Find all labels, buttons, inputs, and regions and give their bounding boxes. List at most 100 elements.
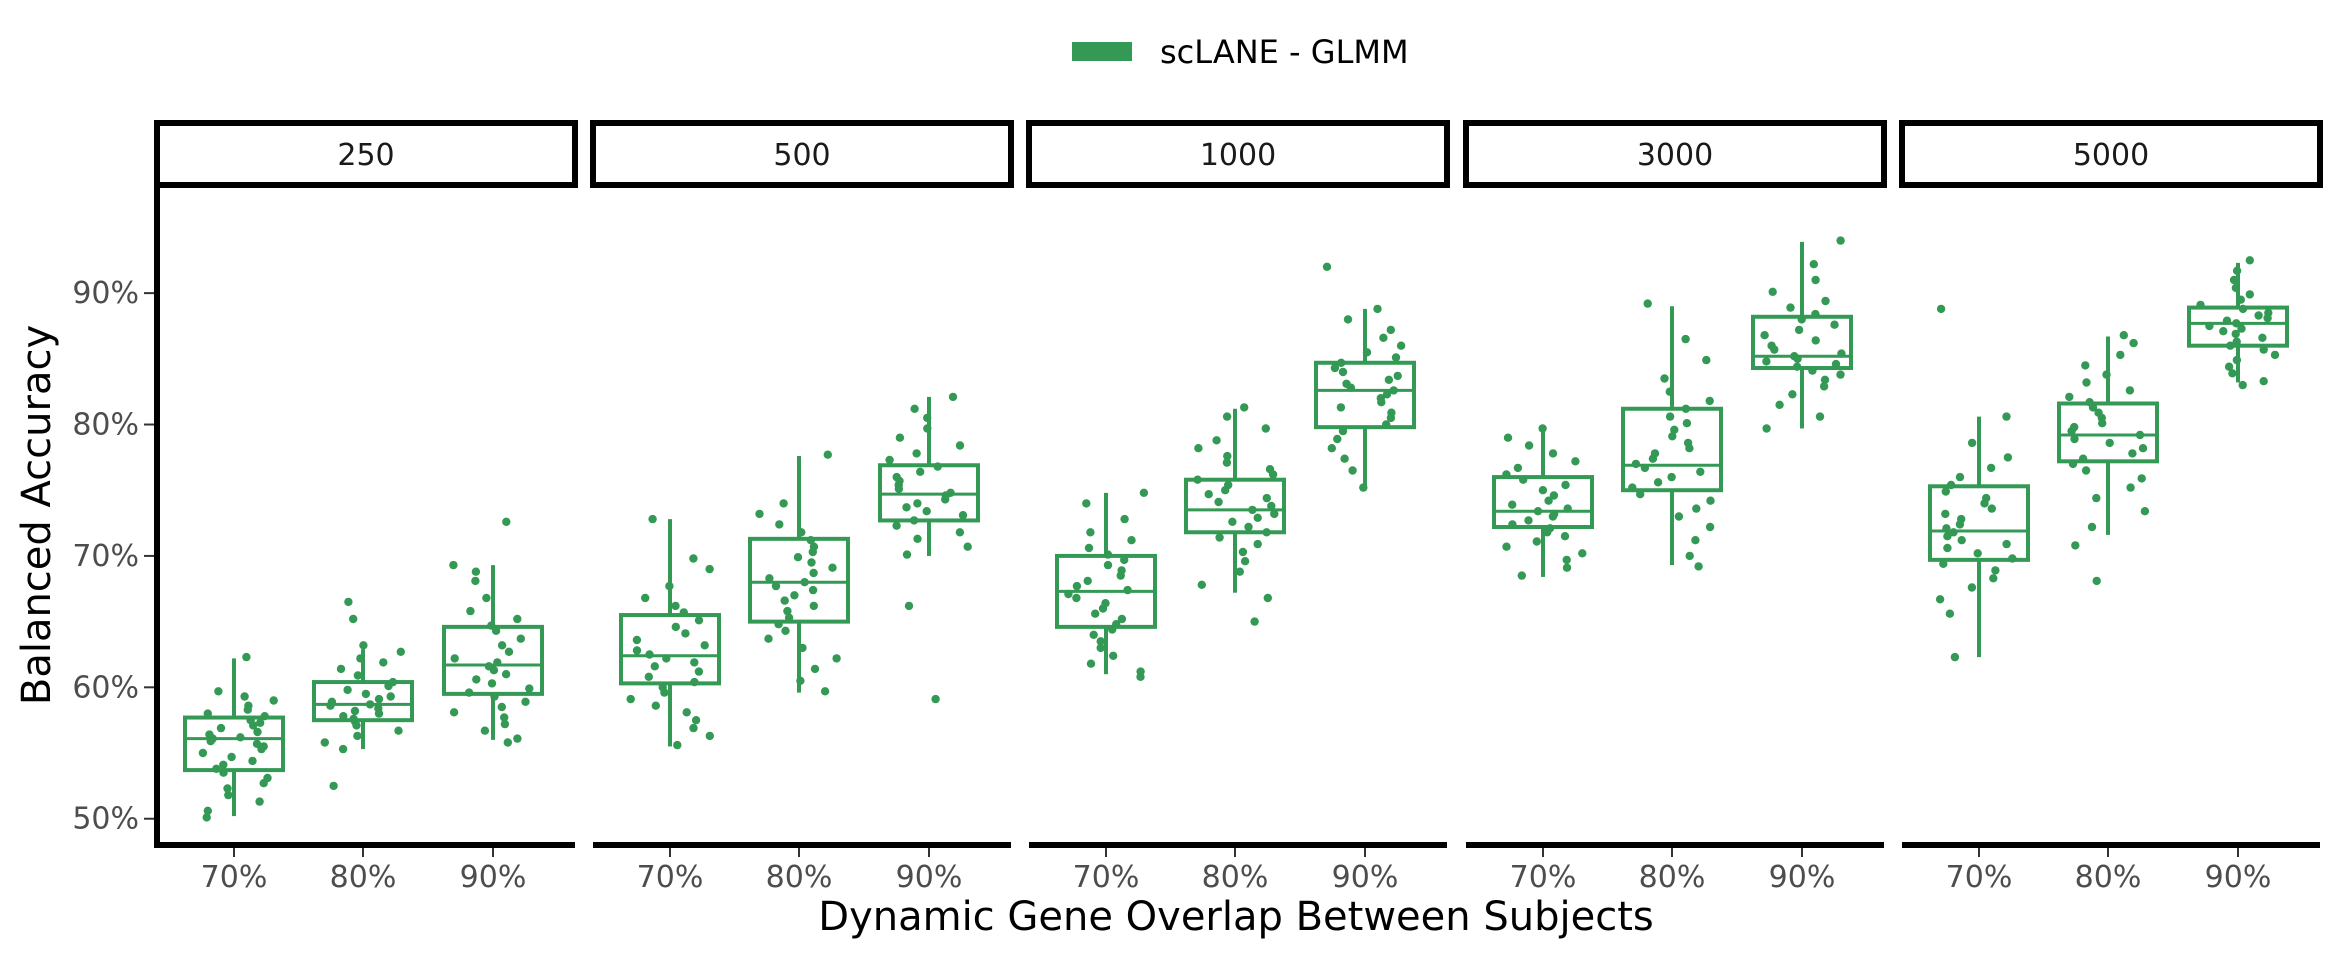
x-tick-label: 80% [330,860,397,895]
data-point [781,626,790,635]
data-point [671,622,680,632]
data-point [1643,299,1652,308]
data-point [895,433,905,442]
facet-strip [1899,120,2323,188]
data-point [259,779,268,788]
data-point [1096,643,1105,653]
data-point [832,654,841,663]
data-point [1665,412,1675,421]
data-point [1386,325,1396,335]
data-point [248,756,257,766]
facet-strip-label: 1000 [1200,138,1276,173]
data-point [1561,480,1570,490]
data-point [502,517,511,526]
data-point [1991,566,2000,575]
data-point [1660,374,1669,383]
data-point [1706,496,1715,505]
data-point [1548,449,1558,458]
data-point [2254,311,2263,320]
data-point [2071,541,2080,550]
data-point [1136,672,1145,681]
data-point [1524,441,1534,450]
data-point [689,723,698,733]
data-point [1340,454,1349,463]
data-point [471,567,481,576]
data-point [336,664,346,674]
data-point [1762,357,1771,366]
data-point [2082,378,2091,387]
data-point [632,635,642,645]
data-point [1786,303,1795,312]
data-point [885,455,894,465]
data-point [513,734,522,743]
box-70pct [619,514,721,750]
data-point [694,616,704,625]
data-point [764,634,773,643]
data-point [497,702,506,712]
data-point [472,675,481,684]
data-point [1261,424,1271,433]
data-point [1694,562,1703,571]
data-point [1120,514,1129,524]
data-point [2258,333,2267,342]
data-point [1941,487,1951,496]
data-point [808,585,818,595]
data-point [1139,488,1149,497]
box-90pct [1314,262,1416,492]
data-point [1538,486,1548,495]
facet-strip [1026,120,1450,188]
data-point [386,692,395,701]
data-point [1086,528,1095,537]
data-point [1222,458,1232,467]
data-point [790,591,799,600]
box-90pct [442,517,544,747]
data-point [963,542,972,551]
data-point [1815,412,1825,421]
data-point [2003,453,2013,462]
facet-strip-label: 250 [337,138,394,173]
data-point [828,563,837,572]
data-point [1072,593,1081,603]
data-point [902,503,911,512]
data-point [1116,571,1125,580]
data-point [1836,236,1845,245]
data-point [775,520,784,529]
iqr-box [1751,314,1853,371]
data-point [1391,353,1401,362]
data-point [958,511,968,520]
box-80pct [748,450,850,696]
iqr-box [312,680,414,723]
x-tick-label: 70% [1510,860,1577,895]
box-80pct [2057,331,2159,586]
data-point [632,646,642,655]
data-point [2119,331,2128,340]
data-point [755,509,764,519]
data-point [941,495,950,504]
data-point [1696,467,1705,476]
data-point [1957,536,1966,545]
data-point [1109,651,1118,660]
x-tick-label: 90% [1769,860,1836,895]
data-point [1253,539,1262,549]
data-point [2228,369,2237,378]
y-tick-label: 60% [72,670,139,705]
x-tick-label: 70% [1073,860,1140,895]
data-point [1222,412,1232,421]
data-point [1668,432,1677,441]
data-point [521,697,530,706]
iqr-box [1492,475,1594,530]
x-tick-label: 90% [1332,860,1399,895]
data-point [779,499,788,508]
data-point [644,672,653,681]
facet-panel-5000: 5000 70% 80% 90% [1899,120,2323,895]
facet-panel-500: 500 70% 80% 90% [590,120,1014,895]
data-point [1819,382,1829,391]
data-point [1270,509,1279,519]
data-point [807,558,816,567]
data-point [338,744,348,754]
iqr-box [1621,406,1723,493]
data-point [694,667,704,676]
data-point [1204,490,1213,499]
data-point [1945,609,1955,618]
